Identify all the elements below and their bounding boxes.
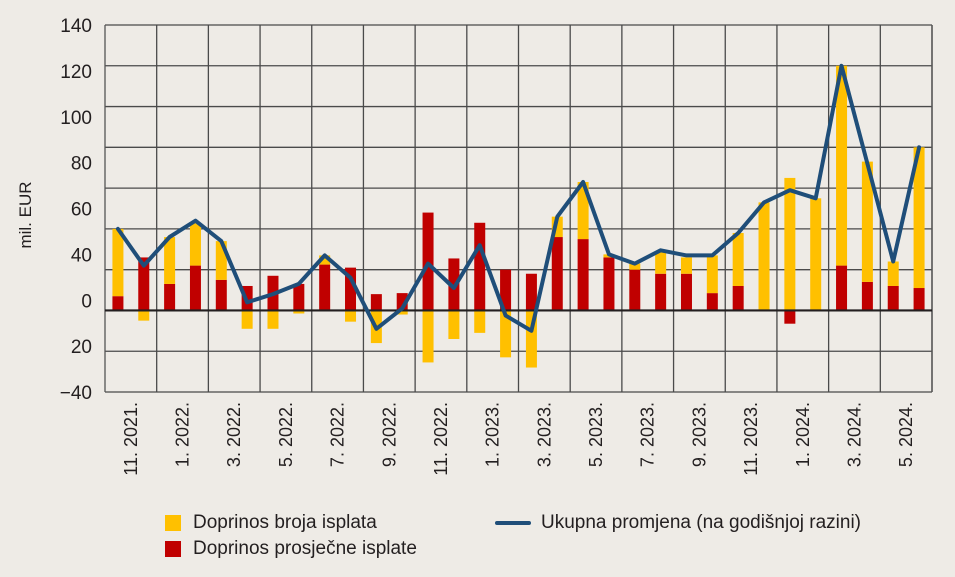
x-tick-label: 5. 2023. [586, 402, 606, 467]
legend-item-count: Doprinos broja isplata [165, 510, 417, 536]
bar-count [448, 310, 460, 339]
bar-average [293, 283, 305, 311]
bar-count [810, 198, 822, 311]
bar-average [189, 265, 201, 311]
bar-count [396, 310, 408, 315]
bar-count [138, 310, 150, 321]
x-tick-label: 7. 2023. [638, 402, 658, 467]
y-axis-ticks: 140 120 100 80 60 40 0 20 −40 [60, 16, 92, 404]
bar-average [319, 264, 331, 311]
legend-label-average: Doprinos prosječne isplate [193, 538, 417, 559]
bar-count [474, 310, 486, 333]
legend-swatch-total [495, 521, 531, 525]
bar-count [784, 177, 796, 311]
x-tick-label: 1. 2024. [793, 402, 813, 467]
x-tick-label: 1. 2023. [483, 402, 503, 467]
bar-average [836, 265, 848, 311]
bar-count [422, 310, 434, 363]
y-tick-label: 60 [71, 200, 92, 221]
bar-average [112, 296, 124, 311]
bar-count [887, 261, 899, 286]
bar-count [319, 255, 331, 265]
x-tick-label: 7. 2022. [328, 402, 348, 467]
bar-average [861, 281, 873, 311]
total-change-line [115, 63, 922, 333]
bar-count [164, 237, 176, 284]
legend-swatch-count [165, 515, 181, 531]
legend-swatch-average [165, 541, 181, 557]
y-tick-label: 40 [71, 245, 92, 266]
bar-average [138, 257, 150, 311]
y-tick-label: 80 [71, 154, 92, 175]
bar-average [215, 279, 227, 311]
bar-count [500, 310, 512, 358]
x-tick-label: 11. 2023. [741, 402, 761, 476]
bar-average [525, 273, 537, 311]
bar-average [603, 257, 615, 311]
bar-count [577, 181, 589, 240]
bar-count [241, 310, 253, 329]
bar-average [370, 294, 382, 311]
bar-average [396, 293, 408, 311]
x-tick-label: 5. 2024. [896, 402, 916, 467]
bar-count [293, 310, 305, 314]
bar-average [345, 267, 357, 311]
bar-average [680, 273, 692, 311]
x-tick-label: 9. 2023. [689, 402, 709, 467]
x-tick-label: 3. 2022. [224, 402, 244, 467]
y-tick-label: 0 [81, 291, 92, 312]
x-tick-label: 1. 2022. [173, 402, 193, 467]
bar-count [551, 216, 563, 238]
bar-average [732, 285, 744, 311]
legend-label-count: Doprinos broja isplata [193, 512, 377, 533]
bar-count [758, 202, 770, 311]
y-tick-label: 100 [60, 108, 92, 129]
total-change-line-group [115, 63, 922, 333]
legend: Doprinos broja isplata Doprinos prosječn… [165, 510, 861, 562]
legend-label-total: Ukupna promjena (na godišnjoj razini) [541, 512, 862, 533]
y-axis-label: mil. EUR [16, 181, 35, 248]
bar-count [913, 147, 925, 289]
grid [104, 24, 933, 393]
x-axis-ticks: 11. 2021. 1. 2022. 3. 2022. 5. 2022. 7. 2022… [121, 402, 916, 476]
bar-count [345, 310, 357, 322]
bar-count [861, 161, 873, 282]
y-tick-label: 120 [60, 62, 92, 83]
bar-count [267, 310, 279, 329]
x-tick-label: 5. 2022. [276, 402, 296, 467]
bar-count [706, 255, 718, 294]
bar-average [629, 269, 641, 311]
x-tick-label: 9. 2022. [379, 402, 399, 467]
legend-item-average: Doprinos prosječne isplate [165, 536, 417, 562]
bar-average [913, 288, 925, 311]
bar-average [551, 237, 563, 311]
bar-average [887, 285, 899, 311]
x-tick-label: 3. 2023. [534, 402, 554, 467]
bar-average [706, 293, 718, 311]
y-tick-label: 140 [60, 16, 92, 37]
bar-count [836, 65, 848, 266]
bar-average [784, 310, 796, 324]
chart: 140 120 100 80 60 40 0 20 −40 11. 2021. 1. 2022. 3… [16, 16, 933, 476]
bar-count [680, 257, 692, 274]
y-tick-label: −40 [60, 383, 92, 404]
bar-count [629, 263, 641, 270]
bar-average [164, 283, 176, 311]
bar-average [655, 273, 667, 311]
bar-count [732, 232, 744, 286]
bar-average [474, 222, 486, 311]
x-tick-label: 11. 2021. [121, 402, 141, 476]
bar-count [655, 252, 667, 274]
legend-item-total: Ukupna promjena (na godišnjoj razini) [495, 510, 861, 536]
bar-average [500, 269, 512, 311]
bar-average [422, 212, 434, 311]
x-tick-label: 3. 2024. [844, 402, 864, 467]
bar-count [189, 222, 201, 266]
bar-count [215, 241, 227, 280]
bar-average [577, 239, 589, 311]
bar-count [525, 310, 537, 368]
bar-count [112, 228, 124, 297]
x-tick-label: 11. 2022. [431, 402, 451, 476]
y-tick-label: 20 [71, 337, 92, 358]
